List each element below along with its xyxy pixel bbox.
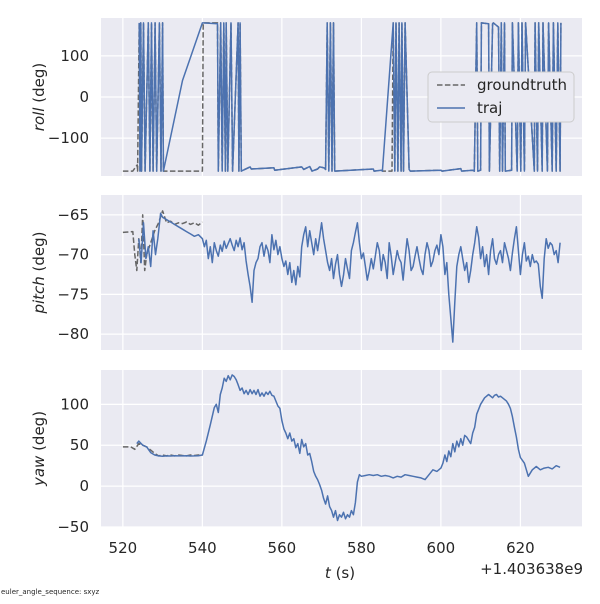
x-axis-unit: (s) [331,564,355,582]
x-axis-offset-text: +1.403638e9 [480,560,583,578]
x-axis-var: t [325,564,332,582]
legend: groundtruth traj [427,71,575,123]
y-axis-label-roll: roll (deg) [30,63,48,131]
x-tick-label: 580 [347,539,376,557]
x-tick-label: 620 [506,539,535,557]
x-tick-label: 520 [109,539,138,557]
y-tick-label-pitch: −80 [57,325,89,343]
y-axis-var: roll [30,107,48,132]
y-tick-label-roll: 100 [60,47,89,65]
x-axis-label: t (s) [325,564,355,582]
y-axis-label-yaw: yaw (deg) [30,411,48,487]
y-axis-unit: (deg) [30,411,48,456]
plot-area-pitch [101,195,582,350]
y-axis-label-pitch: pitch (deg) [30,231,48,314]
x-tick-label: 560 [268,539,297,557]
y-tick-label-pitch: −70 [57,246,89,264]
series-traj-yaw [136,374,561,522]
x-tick-label: 600 [427,539,456,557]
x-tick-label: 540 [188,539,217,557]
y-tick-label-yaw: 50 [70,436,89,454]
y-tick-label-roll: −100 [48,129,89,147]
series-traj-pitch [138,212,561,343]
y-tick-label-pitch: −75 [57,285,89,303]
series-traj-roll [138,22,562,172]
y-tick-label-pitch: −65 [57,206,89,224]
y-tick-label-yaw: 0 [79,477,89,495]
y-axis-unit: (deg) [30,231,48,276]
y-tick-label-roll: 0 [79,88,89,106]
footnote: euler_angle_sequence: sxyz [1,588,100,596]
y-tick-label-yaw: −50 [57,518,89,536]
y-axis-unit: (deg) [30,63,48,108]
legend-groundtruth-label: groundtruth [477,76,567,94]
plot-area-yaw [101,370,582,527]
y-tick-label-yaw: 100 [60,395,89,413]
series-groundtruth-pitch [122,210,203,272]
y-axis-var: pitch [30,276,48,314]
legend-traj-label: traj [477,99,502,117]
y-axis-var: yaw [30,455,48,487]
